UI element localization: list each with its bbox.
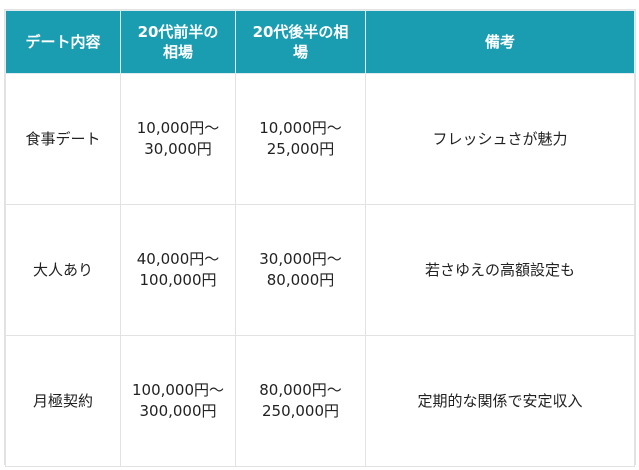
cell-late-20s-price: 80,000円〜 250,000円 [235, 335, 366, 467]
header-notes-label: 備考 [484, 33, 515, 51]
date-type-text: 大人あり [32, 260, 93, 279]
header-late-20s-line1: 20代後半の相 [252, 23, 349, 41]
note-text: 定期的な関係で安定収入 [417, 391, 583, 410]
cell-early-20s-price: 10,000円〜 30,000円 [120, 73, 236, 205]
price-from: 100,000円〜 [131, 381, 225, 399]
price-to: 250,000円 [261, 402, 340, 420]
header-row: デート内容 20代前半の 相場 20代後半の相 場 備考 [5, 10, 635, 74]
note-text: フレッシュさが魅力 [432, 129, 568, 148]
table-body: 食事デート 10,000円〜 30,000円 10,000円〜 25,000円 … [5, 73, 635, 467]
cell-late-20s-price: 30,000円〜 80,000円 [235, 204, 366, 336]
cell-note: フレッシュさが魅力 [365, 73, 635, 205]
price-to: 100,000円 [139, 271, 217, 289]
header-notes: 備考 [365, 10, 635, 74]
price-from: 40,000円〜 [136, 250, 220, 268]
price-from: 80,000円〜 [259, 381, 342, 399]
table-row: 食事デート 10,000円〜 30,000円 10,000円〜 25,000円 … [5, 73, 635, 205]
header-early-20s-line2: 相場 [162, 43, 193, 61]
price-to: 80,000円 [266, 271, 335, 289]
header-late-20s-line2: 場 [292, 43, 308, 61]
dating-price-table-container: デート内容 20代前半の 相場 20代後半の相 場 備考 食事デート [4, 9, 636, 467]
table-header: デート内容 20代前半の 相場 20代後半の相 場 備考 [5, 10, 635, 74]
cell-note: 定期的な関係で安定収入 [365, 335, 635, 467]
cell-date-type: 食事デート [5, 73, 121, 205]
table-row: 月極契約 100,000円〜 300,000円 80,000円〜 250,000… [5, 335, 635, 467]
dating-price-table: デート内容 20代前半の 相場 20代後半の相 場 備考 食事デート [5, 10, 635, 467]
cell-early-20s-price: 40,000円〜 100,000円 [120, 204, 236, 336]
price-to: 300,000円 [139, 402, 217, 420]
price-to: 30,000円 [144, 140, 212, 158]
header-date-type: デート内容 [5, 10, 121, 74]
header-early-20s-line1: 20代前半の [137, 23, 219, 41]
date-type-text: 月極契約 [32, 391, 93, 410]
cell-early-20s-price: 100,000円〜 300,000円 [120, 335, 236, 467]
cell-date-type: 月極契約 [5, 335, 121, 467]
cell-date-type: 大人あり [5, 204, 121, 336]
header-date-type-label: デート内容 [25, 33, 101, 51]
header-late-20s-price: 20代後半の相 場 [235, 10, 366, 74]
header-early-20s-price: 20代前半の 相場 [120, 10, 236, 74]
cell-late-20s-price: 10,000円〜 25,000円 [235, 73, 366, 205]
price-from: 10,000円〜 [136, 119, 220, 137]
date-type-text: 食事デート [25, 129, 101, 148]
price-from: 30,000円〜 [259, 250, 342, 268]
price-from: 10,000円〜 [259, 119, 342, 137]
table-row: 大人あり 40,000円〜 100,000円 30,000円〜 80,000円 … [5, 204, 635, 336]
price-to: 25,000円 [266, 140, 335, 158]
note-text: 若さゆえの高額設定も [424, 260, 575, 279]
cell-note: 若さゆえの高額設定も [365, 204, 635, 336]
